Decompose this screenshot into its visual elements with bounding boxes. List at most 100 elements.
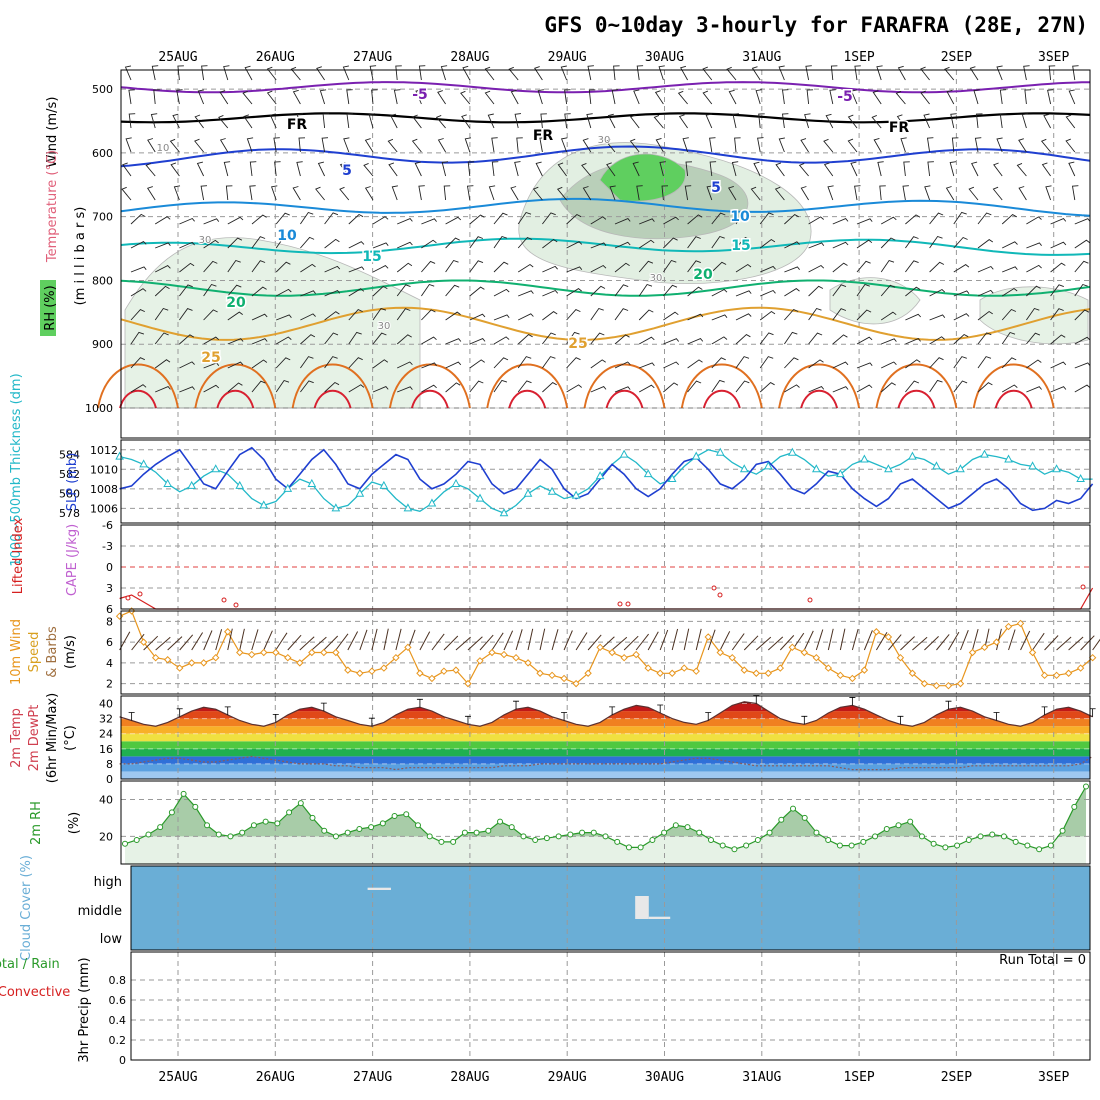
upper-wind-barb	[735, 263, 752, 273]
temp-tick: 40	[99, 698, 113, 711]
upper-wind-barb	[1026, 332, 1041, 345]
rh-point	[590, 829, 597, 836]
upper-wind-barb	[832, 262, 848, 273]
upper-wind-barb	[856, 260, 871, 273]
upper-wind-barb	[590, 264, 607, 273]
wind-speed-point	[1052, 671, 1061, 680]
upper-wind-barb	[905, 286, 921, 297]
rh-point	[989, 831, 996, 838]
isotherm-30-surface	[291, 363, 374, 409]
wind-speed-point	[187, 659, 196, 667]
upper-wind-barb	[317, 161, 326, 177]
upper-wind-barb	[445, 361, 462, 369]
upper-wind-barb	[927, 161, 934, 177]
upper-wind-barb	[542, 238, 558, 249]
contour-label: 10	[730, 209, 750, 225]
upper-wind-barb	[759, 356, 774, 369]
cloud-level-label: low	[100, 932, 123, 947]
upper-wind-barb	[800, 186, 809, 201]
upper-wind-barb	[396, 308, 411, 321]
upper-wind-barb	[953, 290, 970, 297]
upper-wind-barb	[364, 138, 374, 153]
upper-wind-barb	[445, 382, 461, 393]
upper-wind-barb	[992, 186, 1003, 201]
surface-wind-barb	[1008, 629, 1016, 651]
surface-wind-barb	[779, 635, 795, 651]
upper-wind-barb	[881, 338, 897, 345]
wind-speed-point	[728, 653, 736, 662]
upper-wind-barb	[421, 218, 437, 225]
upper-wind-barb	[735, 380, 750, 393]
upper-wind-barb	[1050, 308, 1064, 321]
rh-point	[707, 837, 714, 844]
cloud-axis-label: Cloud Cover (%)	[19, 855, 34, 961]
upper-wind-barb	[755, 89, 762, 105]
wind-speed-point	[332, 648, 340, 657]
upper-wind-barb	[856, 309, 872, 321]
wind-speed-point	[716, 648, 724, 657]
upper-wind-barb	[775, 162, 785, 177]
upper-wind-barb	[227, 338, 244, 345]
rh-point	[895, 822, 902, 829]
thickness-point	[475, 493, 485, 502]
upper-wind-barb	[606, 162, 616, 177]
surface-wind-barb	[311, 636, 327, 651]
upper-wind-barb	[1002, 241, 1018, 249]
surface-wind-barb	[767, 636, 784, 651]
surface-wind-barb	[203, 630, 213, 651]
upper-wind-barb	[246, 137, 254, 153]
upper-wind-barb	[441, 161, 449, 177]
wind-speed-point	[115, 612, 124, 620]
upper-wind-barb	[784, 288, 800, 297]
upper-wind-barb	[251, 286, 267, 297]
surface-wind-barb	[227, 628, 233, 651]
thickness-tick: 580	[59, 488, 80, 501]
upper-wind-barb	[1024, 89, 1031, 105]
temp-tick: 24	[99, 728, 113, 741]
slp-line	[119, 446, 1094, 512]
upper-wind-barb	[735, 334, 751, 345]
upper-wind-barb	[711, 357, 726, 369]
upper-wind-barb	[880, 216, 897, 225]
upper-wind-barb	[542, 382, 557, 393]
cloud-amount-bar	[648, 916, 671, 919]
upper-wind-barb	[680, 65, 688, 81]
upper-wind-barb	[663, 311, 679, 321]
upper-wind-barb	[517, 380, 532, 393]
rh-point	[391, 813, 398, 820]
upper-wind-barb	[172, 113, 180, 129]
panel-frames	[120, 69, 1091, 1061]
temperature-line	[119, 701, 1093, 727]
upper-wind-barb	[658, 65, 665, 81]
upper-wind-barb	[421, 283, 435, 297]
upper-wind-barb	[244, 65, 253, 81]
isotherm-35-surface	[605, 389, 644, 409]
date-label-bottom: 3SEP	[1038, 1070, 1069, 1085]
upper-wind-barb	[539, 137, 546, 153]
max-temp-whisker	[897, 715, 904, 725]
upper-wind-barb	[929, 336, 945, 345]
upper-wind-barb	[709, 161, 717, 177]
upper-wind-barb	[854, 65, 861, 81]
upper-wind-barb	[977, 310, 993, 321]
upper-wind-barb	[832, 361, 849, 369]
upper-wind-barb	[445, 338, 462, 345]
upper-wind-barb	[128, 113, 136, 129]
lifted-index-point	[221, 597, 227, 603]
upper-wind-barb	[784, 331, 798, 345]
upper-wind-barb	[484, 90, 495, 105]
isotherm-FR	[120, 112, 1091, 124]
wind-speed-point	[584, 669, 592, 677]
rh-point	[614, 838, 621, 845]
upper-wind-barb	[877, 161, 884, 177]
lifted-index-point	[617, 601, 623, 607]
lifted-index-point	[625, 601, 631, 607]
date-label-top: 29AUG	[548, 50, 587, 65]
upper-wind-barb	[169, 138, 180, 153]
wind-speed-point	[884, 633, 893, 641]
upper-wind-barb	[203, 260, 218, 273]
isotherm-5	[120, 145, 1091, 168]
upper-wind-barb	[300, 334, 316, 345]
upper-wind-barb	[203, 384, 220, 393]
thickness-point	[283, 483, 293, 492]
